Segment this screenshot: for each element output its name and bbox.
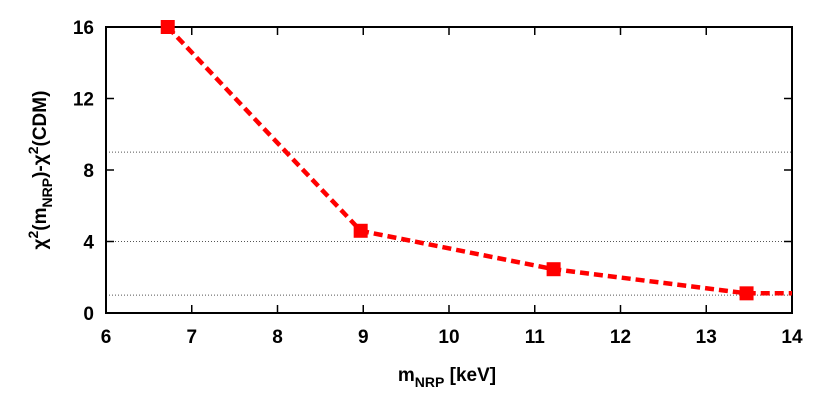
data-point [546, 262, 561, 277]
x-tick-label: 13 [696, 327, 717, 348]
tick-labels: 6 7 8 9 10 11 12 13 14 0 4 8 12 16 [73, 18, 803, 348]
x-tick-label: 8 [272, 327, 283, 348]
x-axis-title: mNRP [keV] [398, 365, 496, 390]
y-axis-title: χ2(mNRP)-χ2(CDM) [25, 91, 55, 250]
x-tick-label: 7 [186, 327, 197, 348]
data-point [739, 286, 754, 301]
x-tick-label: 14 [781, 327, 803, 348]
y-tick-label: 4 [83, 233, 94, 254]
series-line [166, 25, 792, 296]
x-tick-label: 12 [610, 327, 631, 348]
x-tick-label: 6 [101, 327, 112, 348]
y-tick-label: 16 [73, 18, 94, 39]
x-tick-label: 9 [358, 327, 369, 348]
data-point [353, 223, 368, 238]
x-tick-label: 10 [438, 327, 459, 348]
y-tick-label: 8 [83, 161, 94, 182]
plot-frame [105, 26, 793, 314]
y-tick-label: 0 [83, 304, 94, 325]
x-tick-label: 11 [525, 327, 546, 348]
y-tick-label: 12 [73, 90, 94, 111]
reference-lines [106, 151, 792, 296]
series [160, 20, 792, 301]
data-point [160, 20, 175, 34]
